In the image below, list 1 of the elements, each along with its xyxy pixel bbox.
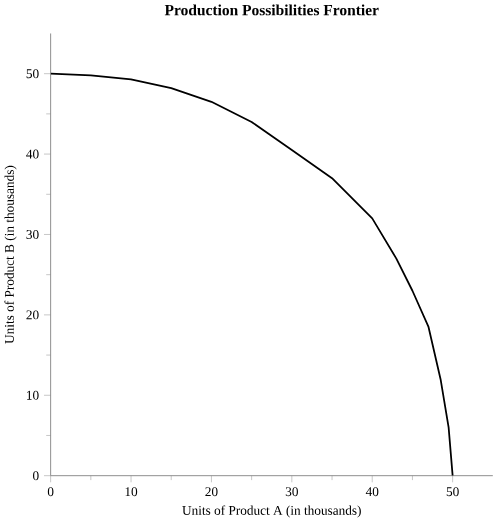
line-series: [50, 72, 454, 476]
